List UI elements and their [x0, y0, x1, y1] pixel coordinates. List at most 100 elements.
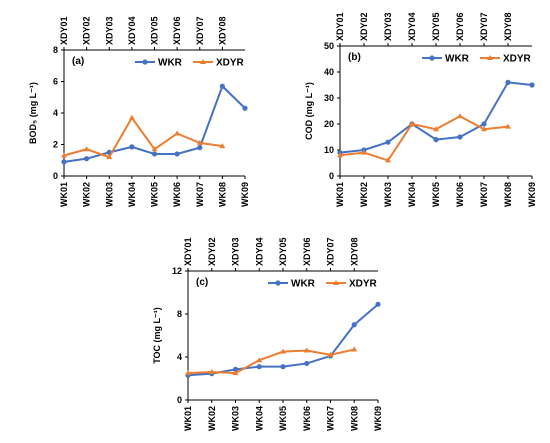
- x-top-tick-label: XDY02: [207, 237, 217, 266]
- y-tick-label: 0: [53, 171, 58, 181]
- data-point-xdyr: [174, 130, 181, 136]
- y-axis-label: TOC (mg L⁻¹): [152, 307, 162, 364]
- x-bottom-tick-label: WK06: [302, 406, 312, 431]
- x-bottom-tick-label: WK02: [207, 406, 217, 431]
- data-point-xdyr: [280, 348, 286, 354]
- data-point-wkr: [457, 134, 463, 140]
- data-point-xdyr: [337, 152, 343, 158]
- data-point-wkr: [197, 145, 203, 151]
- data-point-xdyr: [351, 346, 358, 352]
- y-axis-label: COD (mg L⁻¹): [304, 82, 314, 140]
- data-point-xdyr: [208, 369, 215, 375]
- x-bottom-tick-label: WK02: [82, 182, 92, 207]
- x-top-tick-label: XDY05: [278, 237, 288, 266]
- chart-panel-1: 0 2 4 6 8 WK01 WK02 WK03 WK04 WK05 WK06 WK07 WK08 WK0…: [28, 16, 250, 207]
- x-bottom-tick-label: WK01: [335, 182, 345, 207]
- y-tick-label: 4: [177, 352, 182, 362]
- series-line-xdyr: [187, 348, 355, 375]
- y-tick-label: 50: [324, 41, 334, 51]
- x-top-tick-label: XDY07: [326, 237, 336, 266]
- x-bottom-tick-label: WK03: [231, 406, 241, 431]
- x-bottom-tick-label: WK08: [503, 182, 513, 207]
- x-top-tick-label: XDY07: [195, 16, 205, 45]
- data-point-xdyr: [481, 126, 487, 132]
- data-point-xdyr: [106, 154, 113, 160]
- x-top-tick-label: XDY08: [503, 12, 513, 41]
- data-point-wkr: [219, 83, 225, 89]
- x-bottom-tick-label: WK03: [383, 182, 393, 207]
- data-point-wkr: [505, 79, 511, 85]
- x-bottom-tick-label: WK05: [431, 182, 441, 207]
- data-point-xdyr: [219, 143, 226, 149]
- x-top-tick-label: XDY01: [183, 237, 193, 266]
- data-point-xdyr: [151, 146, 158, 152]
- y-tick-label: 10: [324, 145, 334, 155]
- x-top-tick-label: XDY01: [59, 16, 69, 45]
- data-point-xdyr: [196, 139, 203, 145]
- x-top-tick-label: XDY04: [254, 237, 264, 266]
- series-line-xdyr: [339, 115, 509, 162]
- data-point-wkr: [151, 151, 158, 157]
- legend-label-xdyr: XDYR: [349, 279, 378, 290]
- y-tick-label: 0: [177, 395, 182, 405]
- x-top-tick-label: XDY03: [231, 237, 241, 266]
- x-top-tick-label: XDY02: [82, 16, 92, 45]
- data-point-wkr: [84, 156, 90, 162]
- legend-marker-xdyr: [200, 59, 206, 64]
- x-bottom-tick-label: WK04: [127, 182, 137, 207]
- data-point-xdyr: [457, 113, 463, 119]
- y-tick-label: 0: [329, 171, 334, 181]
- legend-label-xdyr: XDYR: [503, 54, 532, 65]
- chart-panel-3: 0 4 8 12 WK01 WK02 WK03 WK04 WK05 WK06 WK07 WK08 WK0…: [152, 237, 383, 431]
- y-tick-label: 8: [177, 309, 182, 319]
- data-point-wkr: [61, 159, 67, 165]
- x-top-tick-label: XDY06: [455, 12, 465, 41]
- chart-panel-2: 0 10 20 30 40 50 WK01 WK02 WK03 WK04 WK05 WK06 WK07 W…: [304, 12, 537, 207]
- data-point-wkr: [375, 301, 381, 307]
- x-top-tick-label: XDY04: [127, 16, 137, 45]
- x-top-tick-label: XDY06: [302, 237, 312, 266]
- data-point-xdyr: [232, 370, 239, 376]
- legend-marker-wkr: [429, 55, 435, 61]
- data-point-wkr: [256, 364, 262, 370]
- x-top-tick-label: XDY03: [104, 16, 114, 45]
- y-tick-label: 2: [53, 140, 58, 150]
- legend-label-wkr: WKR: [291, 279, 316, 290]
- data-point-wkr: [433, 137, 439, 143]
- x-top-tick-label: XDY05: [150, 16, 160, 45]
- data-point-xdyr: [327, 351, 334, 357]
- data-point-xdyr: [61, 152, 67, 158]
- legend-label-wkr: WKR: [158, 58, 183, 69]
- y-tick-label: 20: [324, 119, 334, 129]
- x-top-tick-label: XDY08: [349, 237, 359, 266]
- x-bottom-tick-label: WK06: [172, 182, 182, 207]
- y-tick-label: 8: [53, 45, 58, 55]
- data-point-xdyr: [361, 149, 367, 155]
- x-bottom-tick-label: WK05: [278, 406, 288, 431]
- data-point-wkr: [129, 144, 135, 150]
- data-point-wkr: [351, 322, 357, 328]
- data-point-xdyr: [433, 126, 439, 132]
- x-top-tick-label: XDY01: [335, 12, 345, 41]
- x-bottom-tick-label: WK01: [59, 182, 69, 207]
- x-top-tick-label: XDY02: [359, 12, 369, 41]
- legend-label-xdyr: XDYR: [216, 58, 245, 69]
- data-point-xdyr: [83, 146, 90, 152]
- x-bottom-tick-label: WK09: [373, 406, 383, 431]
- data-point-xdyr: [505, 123, 511, 129]
- data-point-xdyr: [303, 347, 310, 353]
- panel-label: (b): [348, 52, 361, 63]
- data-point-wkr: [529, 82, 535, 88]
- data-point-wkr: [304, 360, 310, 367]
- data-point-wkr: [481, 121, 487, 127]
- data-point-xdyr: [185, 370, 191, 376]
- data-point-wkr: [280, 364, 286, 370]
- legend-marker-xdyr: [487, 55, 493, 60]
- y-axis-label: BOD₅ (mg L⁻¹): [28, 82, 38, 144]
- panel-label: (c): [196, 277, 208, 288]
- x-bottom-tick-label: WK08: [217, 182, 227, 207]
- x-bottom-tick-label: WK05: [150, 182, 160, 207]
- y-tick-label: 30: [324, 93, 334, 103]
- x-bottom-tick-label: WK04: [407, 182, 417, 207]
